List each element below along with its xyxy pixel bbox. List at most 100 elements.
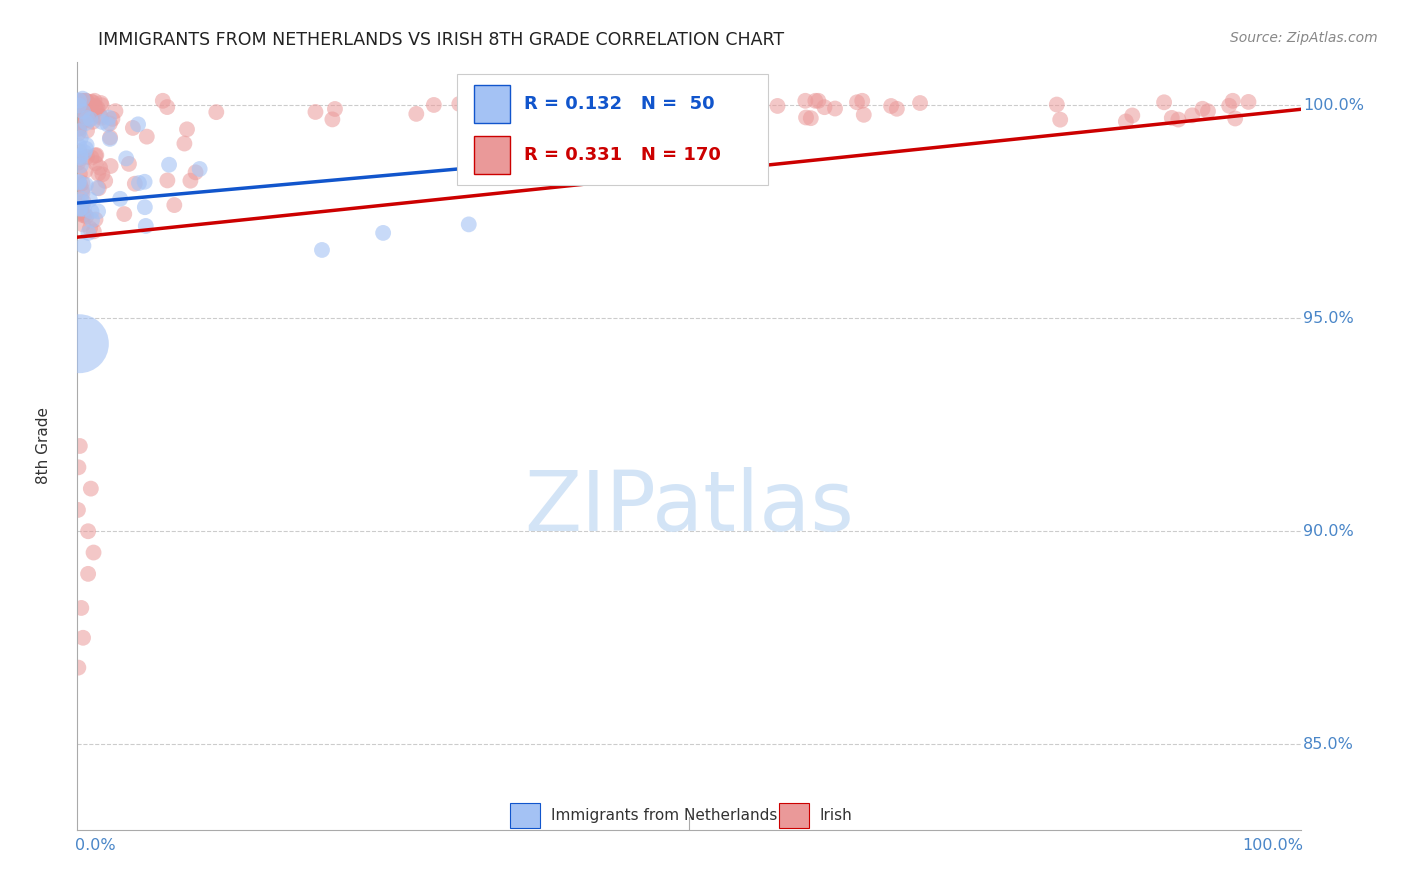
Point — [1181, 108, 1204, 122]
Point — [69, 124, 91, 138]
Point — [886, 102, 908, 116]
Point — [72, 176, 94, 190]
Point — [80, 482, 103, 496]
Point — [76, 150, 98, 164]
Point — [122, 120, 145, 135]
Point — [66, 503, 89, 517]
FancyBboxPatch shape — [474, 85, 510, 123]
Point — [179, 174, 201, 188]
Point — [79, 193, 101, 207]
Point — [72, 631, 94, 645]
Point — [449, 96, 471, 111]
Point — [67, 99, 90, 113]
Point — [405, 107, 427, 121]
Text: Irish: Irish — [820, 808, 852, 823]
Point — [1160, 111, 1182, 125]
Point — [72, 218, 94, 232]
Point — [67, 145, 90, 159]
Point — [84, 156, 107, 170]
Point — [98, 116, 121, 130]
Point — [163, 198, 186, 212]
Point — [75, 94, 97, 108]
Point — [1046, 97, 1069, 112]
Point — [67, 99, 90, 113]
Point — [67, 112, 90, 127]
Point — [77, 524, 100, 539]
Point — [135, 219, 157, 233]
Text: Immigrants from Netherlands: Immigrants from Netherlands — [551, 808, 778, 823]
Point — [77, 105, 100, 120]
Point — [304, 105, 326, 120]
Point — [72, 194, 94, 209]
Point — [67, 97, 90, 112]
Point — [457, 94, 479, 108]
Point — [1115, 114, 1137, 128]
Point — [89, 161, 111, 175]
Point — [76, 107, 98, 121]
Point — [1222, 94, 1244, 108]
Text: ZIPatlas: ZIPatlas — [524, 467, 853, 548]
Point — [84, 212, 107, 227]
Point — [97, 118, 120, 132]
Point — [69, 149, 91, 163]
Point — [98, 132, 121, 146]
Point — [824, 102, 846, 116]
Point — [79, 221, 101, 235]
Point — [67, 105, 90, 120]
Point — [69, 100, 91, 114]
Point — [124, 177, 146, 191]
Point — [70, 112, 93, 126]
Point — [807, 94, 830, 108]
Point — [91, 167, 114, 181]
Point — [67, 460, 90, 475]
Point — [75, 164, 97, 178]
Point — [794, 111, 817, 125]
Point — [67, 176, 90, 190]
Point — [79, 98, 101, 112]
Point — [87, 204, 110, 219]
Point — [97, 111, 120, 125]
Point — [80, 204, 103, 219]
Point — [73, 102, 96, 116]
Point — [69, 439, 91, 453]
Point — [73, 108, 96, 122]
Point — [76, 99, 98, 113]
Point — [654, 113, 676, 128]
Point — [1153, 95, 1175, 110]
Point — [84, 99, 107, 113]
Point — [73, 107, 96, 121]
Point — [73, 104, 96, 119]
Point — [83, 94, 105, 108]
Point — [77, 106, 100, 120]
Point — [67, 121, 90, 136]
Point — [800, 111, 823, 125]
Point — [537, 109, 560, 123]
Text: Source: ZipAtlas.com: Source: ZipAtlas.com — [1230, 31, 1378, 45]
Point — [67, 104, 90, 119]
Point — [90, 95, 112, 110]
Point — [80, 95, 103, 109]
Point — [87, 167, 110, 181]
Point — [70, 99, 93, 113]
Point — [67, 98, 90, 112]
Point — [1197, 104, 1219, 119]
Point — [77, 226, 100, 240]
Point — [311, 243, 333, 257]
Point — [1225, 112, 1247, 126]
Point — [67, 152, 90, 166]
Point — [669, 94, 692, 108]
Point — [66, 106, 89, 120]
Point — [87, 181, 110, 195]
Point — [1167, 112, 1189, 127]
Point — [67, 175, 90, 189]
Point — [83, 224, 105, 238]
Point — [69, 178, 91, 192]
Point — [1218, 99, 1240, 113]
Point — [562, 94, 585, 108]
Point — [67, 121, 90, 136]
Point — [612, 94, 634, 108]
Point — [66, 100, 89, 114]
Point — [108, 192, 131, 206]
Point — [76, 123, 98, 137]
Point — [72, 183, 94, 197]
